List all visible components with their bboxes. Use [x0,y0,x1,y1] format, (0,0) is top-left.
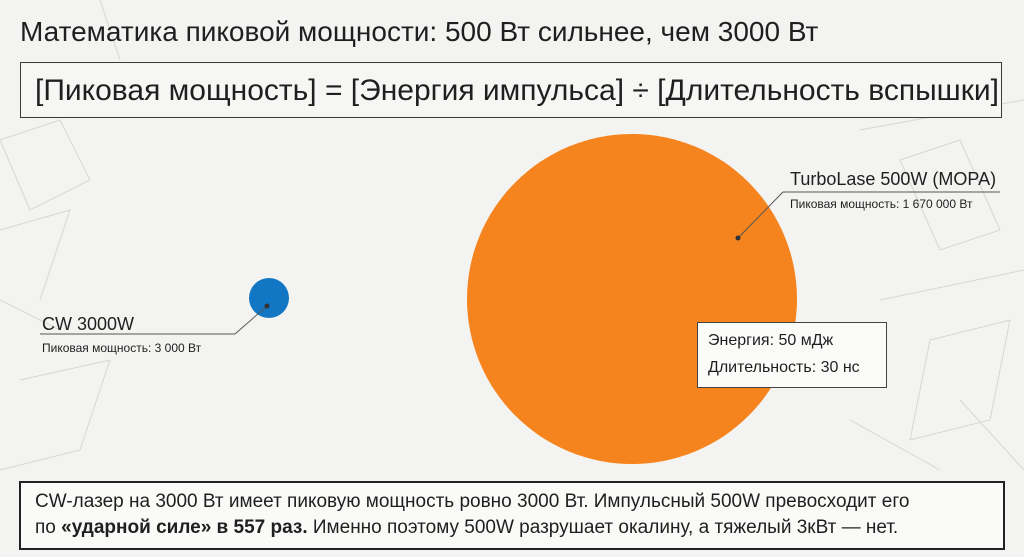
formula-box: [Пиковая мощность] = [Энергия импульса] … [20,62,1002,118]
cw-anchor-dot [264,303,270,309]
formula-text: [Пиковая мощность] = [Энергия импульса] … [35,74,999,107]
summary-line-2-prefix: по [35,517,62,538]
page-title: Математика пиковой мощности: 500 Вт силь… [20,16,819,47]
mopa-info-box: Энергия: 50 мДж Длительность: 30 нс [697,322,887,388]
mopa-peak-power: Пиковая мощность: 1 670 000 Вт [790,197,973,211]
cw-laser-circle [249,278,289,318]
summary-highlight: «ударной силе» в 557 раз. [61,517,308,538]
mopa-laser-name: TurboLase 500W (MOPA) [790,169,997,189]
summary-line-2: по «ударной силе» в 557 раз. Именно поэт… [35,516,898,540]
mopa-laser-circle [467,134,797,464]
summary-box: CW-лазер на 3000 Вт имеет пиковую мощнос… [19,481,1005,550]
cw-leader-diagonal [234,305,268,335]
mopa-energy: Энергия: 50 мДж [708,332,834,349]
mopa-leader-diagonal [737,191,784,239]
mopa-duration: Длительность: 30 нс [708,359,860,376]
cw-laser-name: CW 3000W [42,314,135,334]
mopa-anchor-dot [735,235,741,241]
summary-line-2-suffix: Именно поэтому 500W разрушает окалину, а… [307,517,899,538]
summary-line-1: CW-лазер на 3000 Вт имеет пиковую мощнос… [35,491,910,512]
cw-peak-power: Пиковая мощность: 3 000 Вт [42,341,202,355]
